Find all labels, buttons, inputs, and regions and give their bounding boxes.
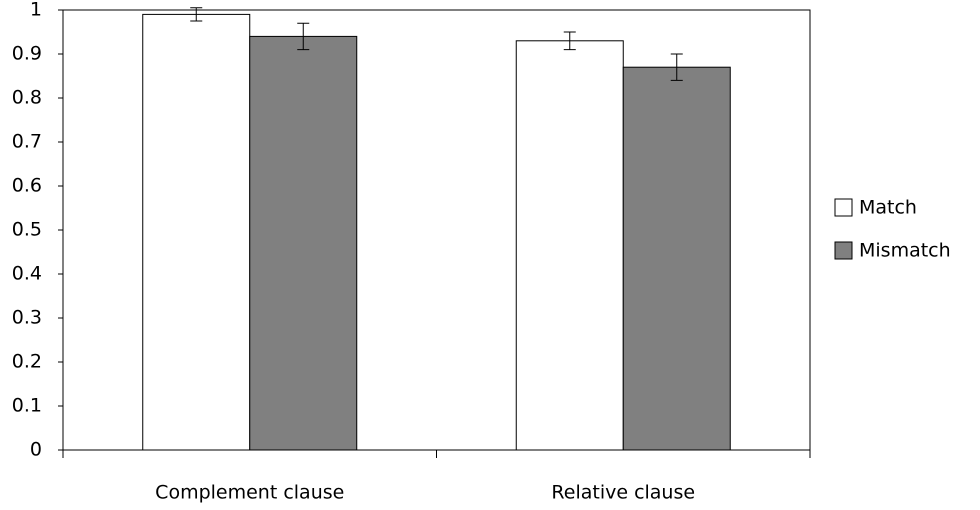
y-tick-label: 0.2: [12, 351, 42, 373]
y-tick-label: 0.7: [12, 131, 42, 153]
y-tick-label: 0.6: [12, 175, 42, 197]
y-tick-label: 0.8: [12, 87, 42, 109]
y-tick-label: 1: [30, 0, 42, 21]
legend-swatch: [834, 241, 853, 260]
error-bar: [297, 22, 310, 51]
y-tick-label: 0.9: [12, 43, 42, 65]
legend-label: Mismatch: [859, 240, 951, 262]
bar: [249, 35, 358, 451]
bar: [515, 40, 624, 451]
error-bar: [190, 7, 203, 22]
y-tick-label: 0.1: [12, 395, 42, 417]
bar: [622, 66, 731, 451]
y-tick-label: 0.4: [12, 263, 42, 285]
legend-swatch: [834, 198, 853, 217]
bar: [142, 13, 251, 451]
error-bar: [670, 53, 683, 81]
legend-label: Match: [859, 197, 917, 219]
error-bar: [563, 31, 576, 51]
y-tick-label: 0.3: [12, 307, 42, 329]
y-tick-label: 0: [30, 439, 42, 461]
x-tick-label: Relative clause: [551, 482, 695, 504]
y-tick-label: 0.5: [12, 219, 42, 241]
x-tick-label: Complement clause: [155, 482, 344, 504]
